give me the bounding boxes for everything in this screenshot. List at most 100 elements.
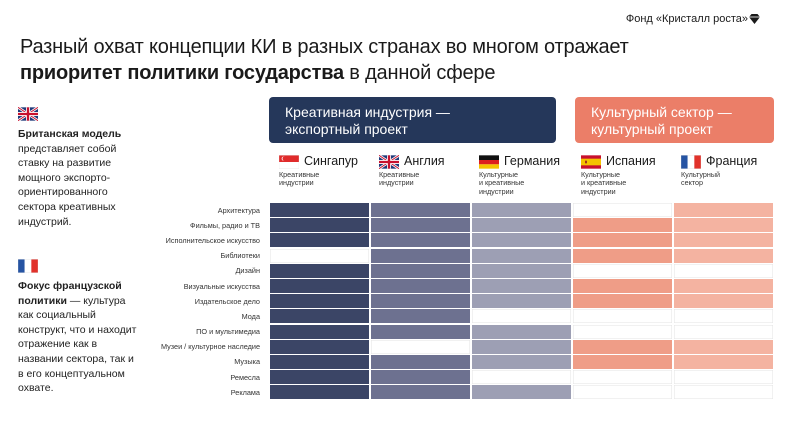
- matrix-cell: [371, 203, 470, 217]
- matrix-cell: [674, 279, 773, 293]
- spain-flag-icon: [581, 155, 601, 169]
- row-label-museums-heritage: Музеи / культурное наследие: [160, 342, 260, 351]
- country-name: Германия: [504, 154, 561, 168]
- matrix-cell: [371, 309, 470, 324]
- row-label-advertising: Реклама: [230, 388, 260, 397]
- matrix-cell: [371, 339, 470, 354]
- matrix-cell: [270, 233, 369, 248]
- singapore-flag-icon: [279, 155, 299, 169]
- cultural-banner-line-1: Культурный сектор —: [591, 104, 732, 120]
- matrix-cell: [371, 385, 470, 400]
- row-label-architecture: Архитектура: [217, 206, 260, 215]
- row-label-fashion: Мода: [241, 312, 260, 321]
- title-bold: приоритет политики государства: [20, 62, 344, 84]
- row-label-design: Дизайн: [235, 266, 260, 275]
- country-name: Сингапур: [304, 154, 358, 168]
- matrix-cell: [270, 263, 369, 278]
- matrix-cell: [371, 248, 470, 263]
- cultural-banner-line-2: культурный проект: [591, 121, 713, 137]
- country-name: Англия: [404, 154, 445, 168]
- matrix-cell: [472, 233, 571, 248]
- cultural-sector-banner: Культурный сектор — культурный проект: [575, 97, 774, 143]
- france-note: Фокус французской политики — культура ка…: [18, 259, 140, 396]
- uk-flag-icon: [18, 107, 38, 121]
- matrix-cell: [472, 218, 571, 233]
- uk-note-bold: Британская модель: [18, 128, 122, 140]
- matrix-cell: [270, 279, 369, 293]
- row-label-visual-arts: Визуальные искусства: [183, 282, 260, 291]
- matrix-cell: [371, 355, 470, 369]
- matrix-cell: [472, 203, 571, 217]
- matrix-cell: [573, 324, 672, 339]
- matrix-cell: [270, 294, 369, 309]
- matrix-cell: [371, 263, 470, 278]
- uk-note-text: представляет собой ставку на развитие мо…: [18, 142, 117, 228]
- matrix-cell: [371, 218, 470, 233]
- matrix-cell: [674, 248, 773, 263]
- matrix-cell: [674, 339, 773, 354]
- creative-banner-line-2: экспортный проект: [285, 121, 408, 137]
- matrix-cell: [573, 218, 672, 233]
- matrix-cell: [270, 324, 369, 339]
- matrix-cell: [371, 324, 470, 339]
- row-label-music: Музыка: [234, 357, 260, 366]
- matrix-cell: [472, 355, 571, 369]
- france-flag-icon: [18, 259, 38, 273]
- matrix-cell: [472, 339, 571, 354]
- matrix-cell: [573, 263, 672, 278]
- uk-note: Британская модель представляет собой ста…: [18, 107, 140, 229]
- country-name: Испания: [606, 154, 656, 168]
- matrix-cell: [270, 203, 369, 217]
- matrix-cell: [270, 385, 369, 400]
- title-line-2: приоритет политики государства в данной …: [20, 60, 629, 86]
- title-rest: в данной сфере: [343, 62, 496, 84]
- france-note-text: — культура как социальный конструкт, что…: [18, 294, 137, 395]
- matrix-cell: [674, 263, 773, 278]
- france-note-bold: Фокус французской политики: [18, 280, 122, 307]
- creative-industry-banner: Креативная индустрия — экспортный проект: [269, 97, 556, 143]
- matrix-cell: [270, 248, 369, 263]
- matrix-cell: [371, 370, 470, 385]
- matrix-cell: [472, 309, 571, 324]
- matrix-cell: [371, 294, 470, 309]
- matrix-cell: [674, 370, 773, 385]
- creative-banner-line-1: Креативная индустрия —: [285, 104, 450, 120]
- matrix-cell: [371, 279, 470, 293]
- brand-name: Фонд «Кристалл роста»: [625, 13, 748, 25]
- matrix-cell: [674, 355, 773, 369]
- matrix-cell: [573, 339, 672, 354]
- row-label-crafts: Ремесла: [230, 373, 260, 382]
- matrix-cell: [674, 203, 773, 217]
- page-title: Разный охват концепции КИ в разных стран…: [20, 34, 629, 86]
- matrix-cell: [472, 294, 571, 309]
- matrix-cell: [573, 385, 672, 400]
- matrix-cell: [674, 218, 773, 233]
- country-desc: Креативные индустрии: [379, 170, 420, 188]
- row-label-software-multimedia: ПО и мультимедиа: [196, 327, 260, 336]
- matrix-cell: [270, 370, 369, 385]
- matrix-cell: [371, 233, 470, 248]
- matrix-cell: [674, 309, 773, 324]
- country-desc: Культурные и креативные индустрии: [479, 170, 525, 196]
- country-desc: Культурный сектор: [681, 170, 721, 188]
- matrix-cell: [472, 263, 571, 278]
- matrix-cell: [573, 233, 672, 248]
- matrix-cell: [674, 233, 773, 248]
- title-line-1: Разный охват концепции КИ в разных стран…: [20, 36, 629, 58]
- matrix-cell: [270, 218, 369, 233]
- matrix-cell: [573, 370, 672, 385]
- matrix-cell: [472, 324, 571, 339]
- matrix-cell: [472, 248, 571, 263]
- matrix-cell: [270, 309, 369, 324]
- matrix-cell: [472, 279, 571, 293]
- matrix-cell: [472, 385, 571, 400]
- country-desc: Креативные индустрии: [279, 170, 320, 188]
- matrix-cell: [573, 203, 672, 217]
- matrix-cell: [573, 355, 672, 369]
- matrix-cell: [573, 309, 672, 324]
- row-label-libraries: Библиотеки: [220, 251, 260, 260]
- matrix-cell: [573, 279, 672, 293]
- matrix-cell: [270, 355, 369, 369]
- france-flag-icon: [681, 155, 701, 169]
- country-name: Франция: [706, 154, 758, 168]
